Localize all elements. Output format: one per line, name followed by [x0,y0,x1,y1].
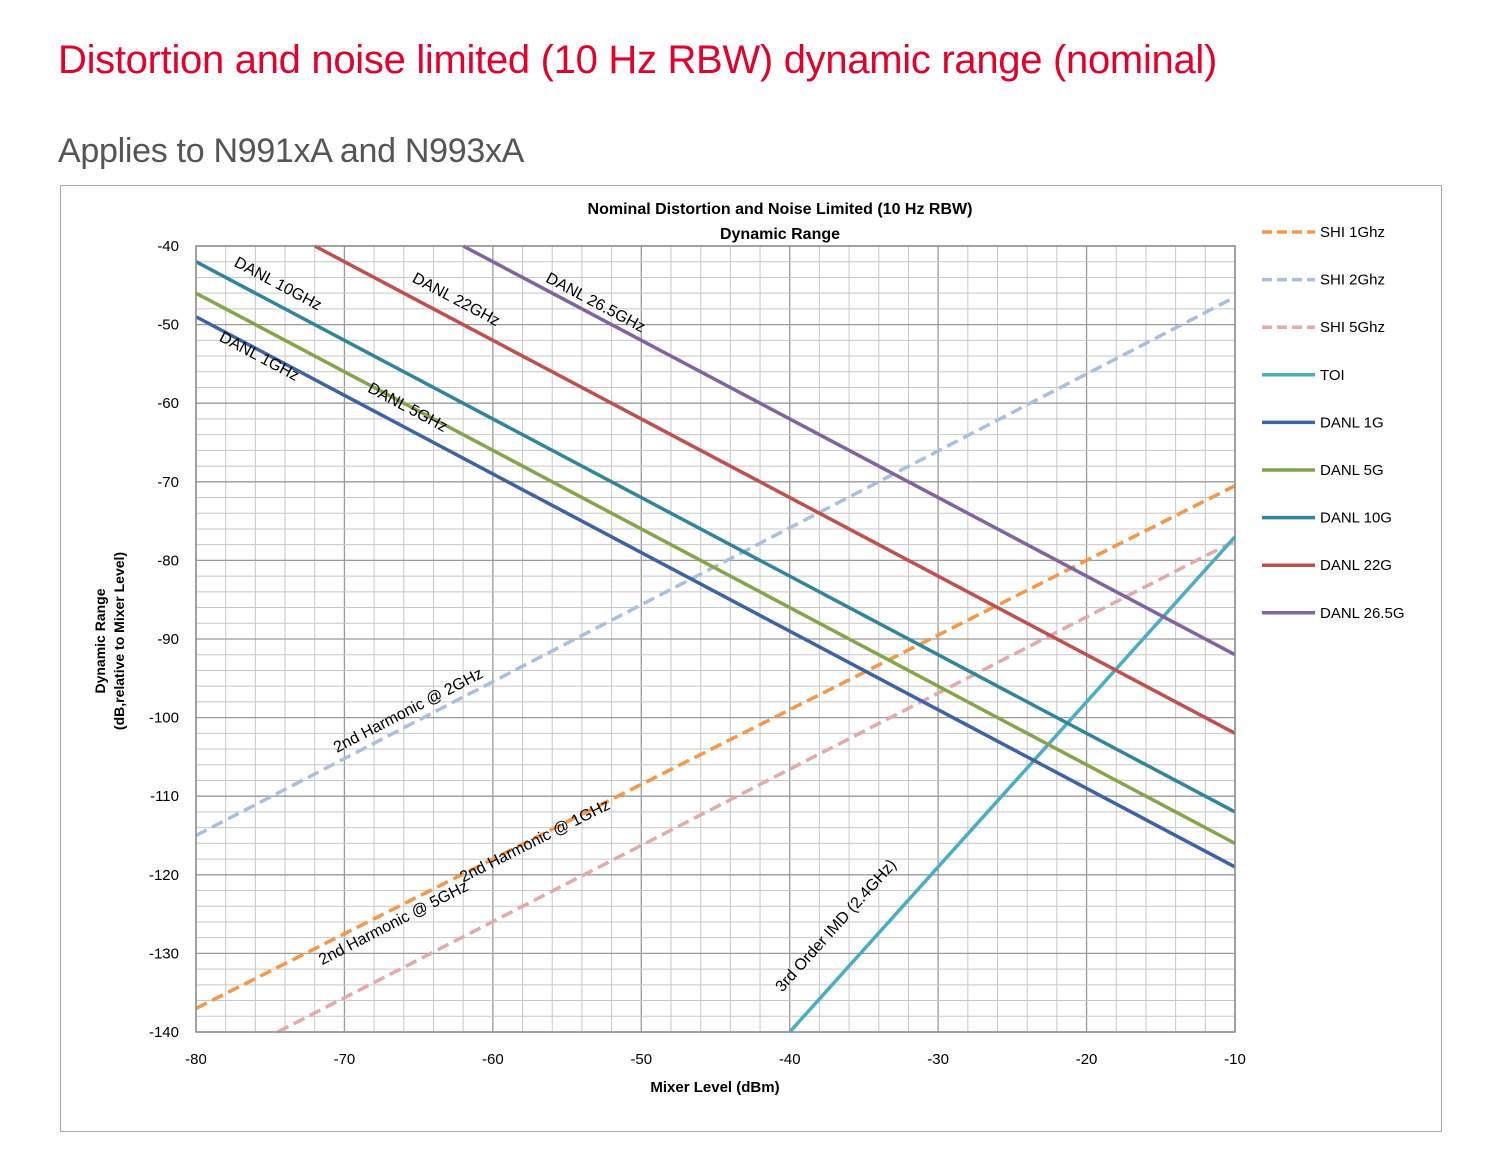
legend-label: SHI 2Ghz [1320,272,1385,289]
x-tick-label: -50 [630,1051,652,1068]
annotation-label: DANL 26.5GHz [543,270,648,336]
legend: SHI 1Ghz SHI 2Ghz SHI 5Ghz TOI DANL 1G DANL 5… [1262,224,1405,622]
series-line-danl-1g [195,315,1236,869]
legend-label: SHI 5Ghz [1320,319,1385,336]
series-line-toi [788,535,1237,1034]
series-line-danl-26-5g [462,244,1236,657]
y-tick-label: -110 [150,788,179,805]
series-line-shi-1ghz [195,484,1236,1010]
y-tick-label: -130 [149,945,179,962]
page-title: Distortion and noise limited (10 Hz RBW)… [58,38,1218,82]
annotation-label: DANL 1GHz [216,329,301,385]
y-tick-label: -140 [149,1024,179,1041]
legend-label: DANL 26.5G [1320,605,1405,622]
x-tick-label: -40 [779,1051,801,1068]
y-tick-label: -90 [157,631,179,648]
series-lines [195,244,1237,1034]
x-tick-label: -20 [1076,1051,1098,1068]
y-tick-label: -60 [157,395,179,412]
series-line-danl-5g [195,291,1236,845]
legend-label: DANL 5G [1320,462,1384,479]
y-axis-label-line2: (dB,relative to Mixer Level) [111,552,127,730]
y-tick-label: -40 [157,238,179,255]
annotation-label: 3rd Order IMD (2.4GHz) [773,856,900,995]
legend-label: DANL 10G [1320,510,1392,527]
chart-title-line2: Dynamic Range [720,226,840,243]
legend-label: SHI 1Ghz [1320,224,1385,241]
y-tick-label: -100 [149,710,179,727]
series-line-danl-10g [195,260,1236,814]
chart-title: Nominal Distortion and Noise Limited (10… [588,201,973,218]
y-tick-label: -70 [157,474,179,491]
legend-label: DANL 1G [1320,414,1384,431]
x-tick-label: -70 [334,1051,356,1068]
grid [195,245,1236,1033]
tick-labels: -80 -70 -60 -50 -40 -30 -20 -10-40-50-60-70-80-… [149,238,1246,1068]
x-tick-label: -80 [185,1051,207,1068]
x-tick-label: -30 [927,1051,949,1068]
plot-area-border [195,245,1236,1033]
x-tick-label: -60 [482,1051,504,1068]
legend-label: DANL 22G [1320,557,1392,574]
x-axis-label: Mixer Level (dBm) [650,1079,779,1096]
page-subtitle: Applies to N991xA and N993xA [58,132,525,170]
legend-label: TOI [1320,367,1345,384]
series-line-danl-22g [313,244,1236,735]
chart-frame [60,185,1442,1132]
y-tick-label: -80 [157,552,179,569]
y-tick-label: -120 [149,867,179,884]
y-tick-label: -50 [157,317,179,334]
y-axis-label: Dynamic Range [92,588,108,693]
x-tick-label: -10 [1224,1051,1246,1068]
annotation-label: 2nd Harmonic @ 5GHz [316,878,471,969]
